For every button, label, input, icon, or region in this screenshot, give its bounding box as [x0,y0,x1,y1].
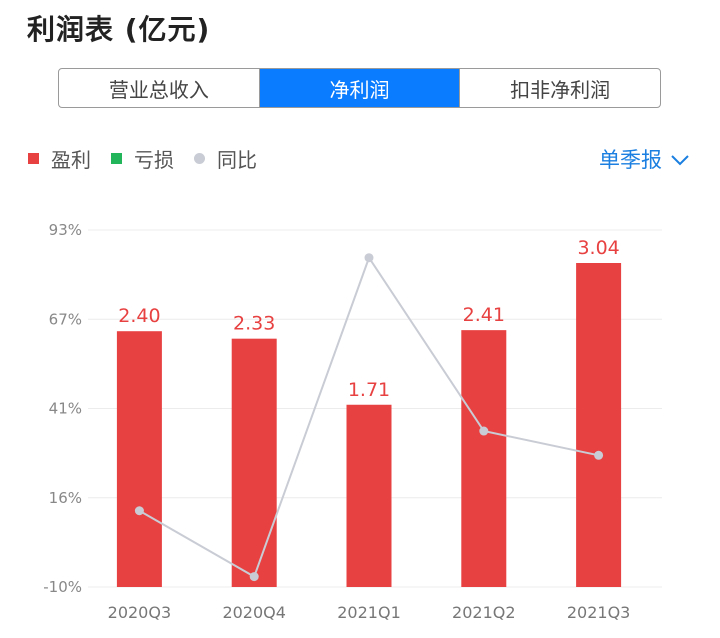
legend-profit[interactable]: 盈利 [28,144,91,173]
bar-value-label: 2.41 [463,304,505,326]
y-tick-label: 16% [49,489,82,507]
bar-value-label: 2.33 [233,313,275,335]
y-tick-label: 93% [49,221,82,239]
yoy-point [249,572,259,582]
y-tick-label: 41% [49,400,82,418]
profit-chart: 93% 67% 41% 16% -10% 2.40 2.33 1.71 2.41 3.04 2020… [43,221,662,622]
chart-legend: 盈利 亏损 同比 [28,144,277,173]
bar [461,330,507,587]
legend-label-yoy: 同比 [217,148,257,172]
yoy-point [594,450,604,460]
tab-net-profit[interactable]: 净利润 [258,69,460,107]
bar [231,338,277,587]
bar-value-label: 1.71 [348,379,390,401]
bar-value-label: 3.04 [577,237,619,259]
x-tick-label: 2020Q4 [222,603,286,622]
y-tick-label: -10% [43,578,82,596]
x-tick-label: 2020Q3 [108,603,172,622]
bar [576,263,622,587]
legend-label-loss: 亏损 [134,148,174,172]
period-selector[interactable]: 单季报 [599,144,690,174]
yoy-point [134,506,144,516]
metric-tabs: 营业总收入 净利润 扣非净利润 [58,68,661,108]
bar-value-label: 2.40 [118,305,160,327]
yoy-point [364,253,374,263]
yoy-point [479,426,489,436]
x-tick-label: 2021Q1 [337,603,401,622]
tab-revenue[interactable]: 营业总收入 [108,77,209,102]
x-tick-label: 2021Q2 [452,603,516,622]
profit-square-icon [28,153,39,164]
tab-deducted-net-profit[interactable]: 扣非净利润 [459,69,660,107]
legend-yoy[interactable]: 同比 [194,144,257,173]
legend-label-profit: 盈利 [51,148,91,172]
bar [116,331,162,587]
page-title: 利润表 (亿元) [27,13,211,46]
loss-square-icon [111,153,122,164]
x-tick-label: 2021Q3 [567,603,631,622]
bar [346,404,392,587]
chevron-down-icon [670,147,690,171]
period-label: 单季报 [599,148,662,172]
y-tick-label: 67% [49,310,82,328]
yoy-dot-icon [194,153,205,164]
legend-loss[interactable]: 亏损 [111,144,174,173]
